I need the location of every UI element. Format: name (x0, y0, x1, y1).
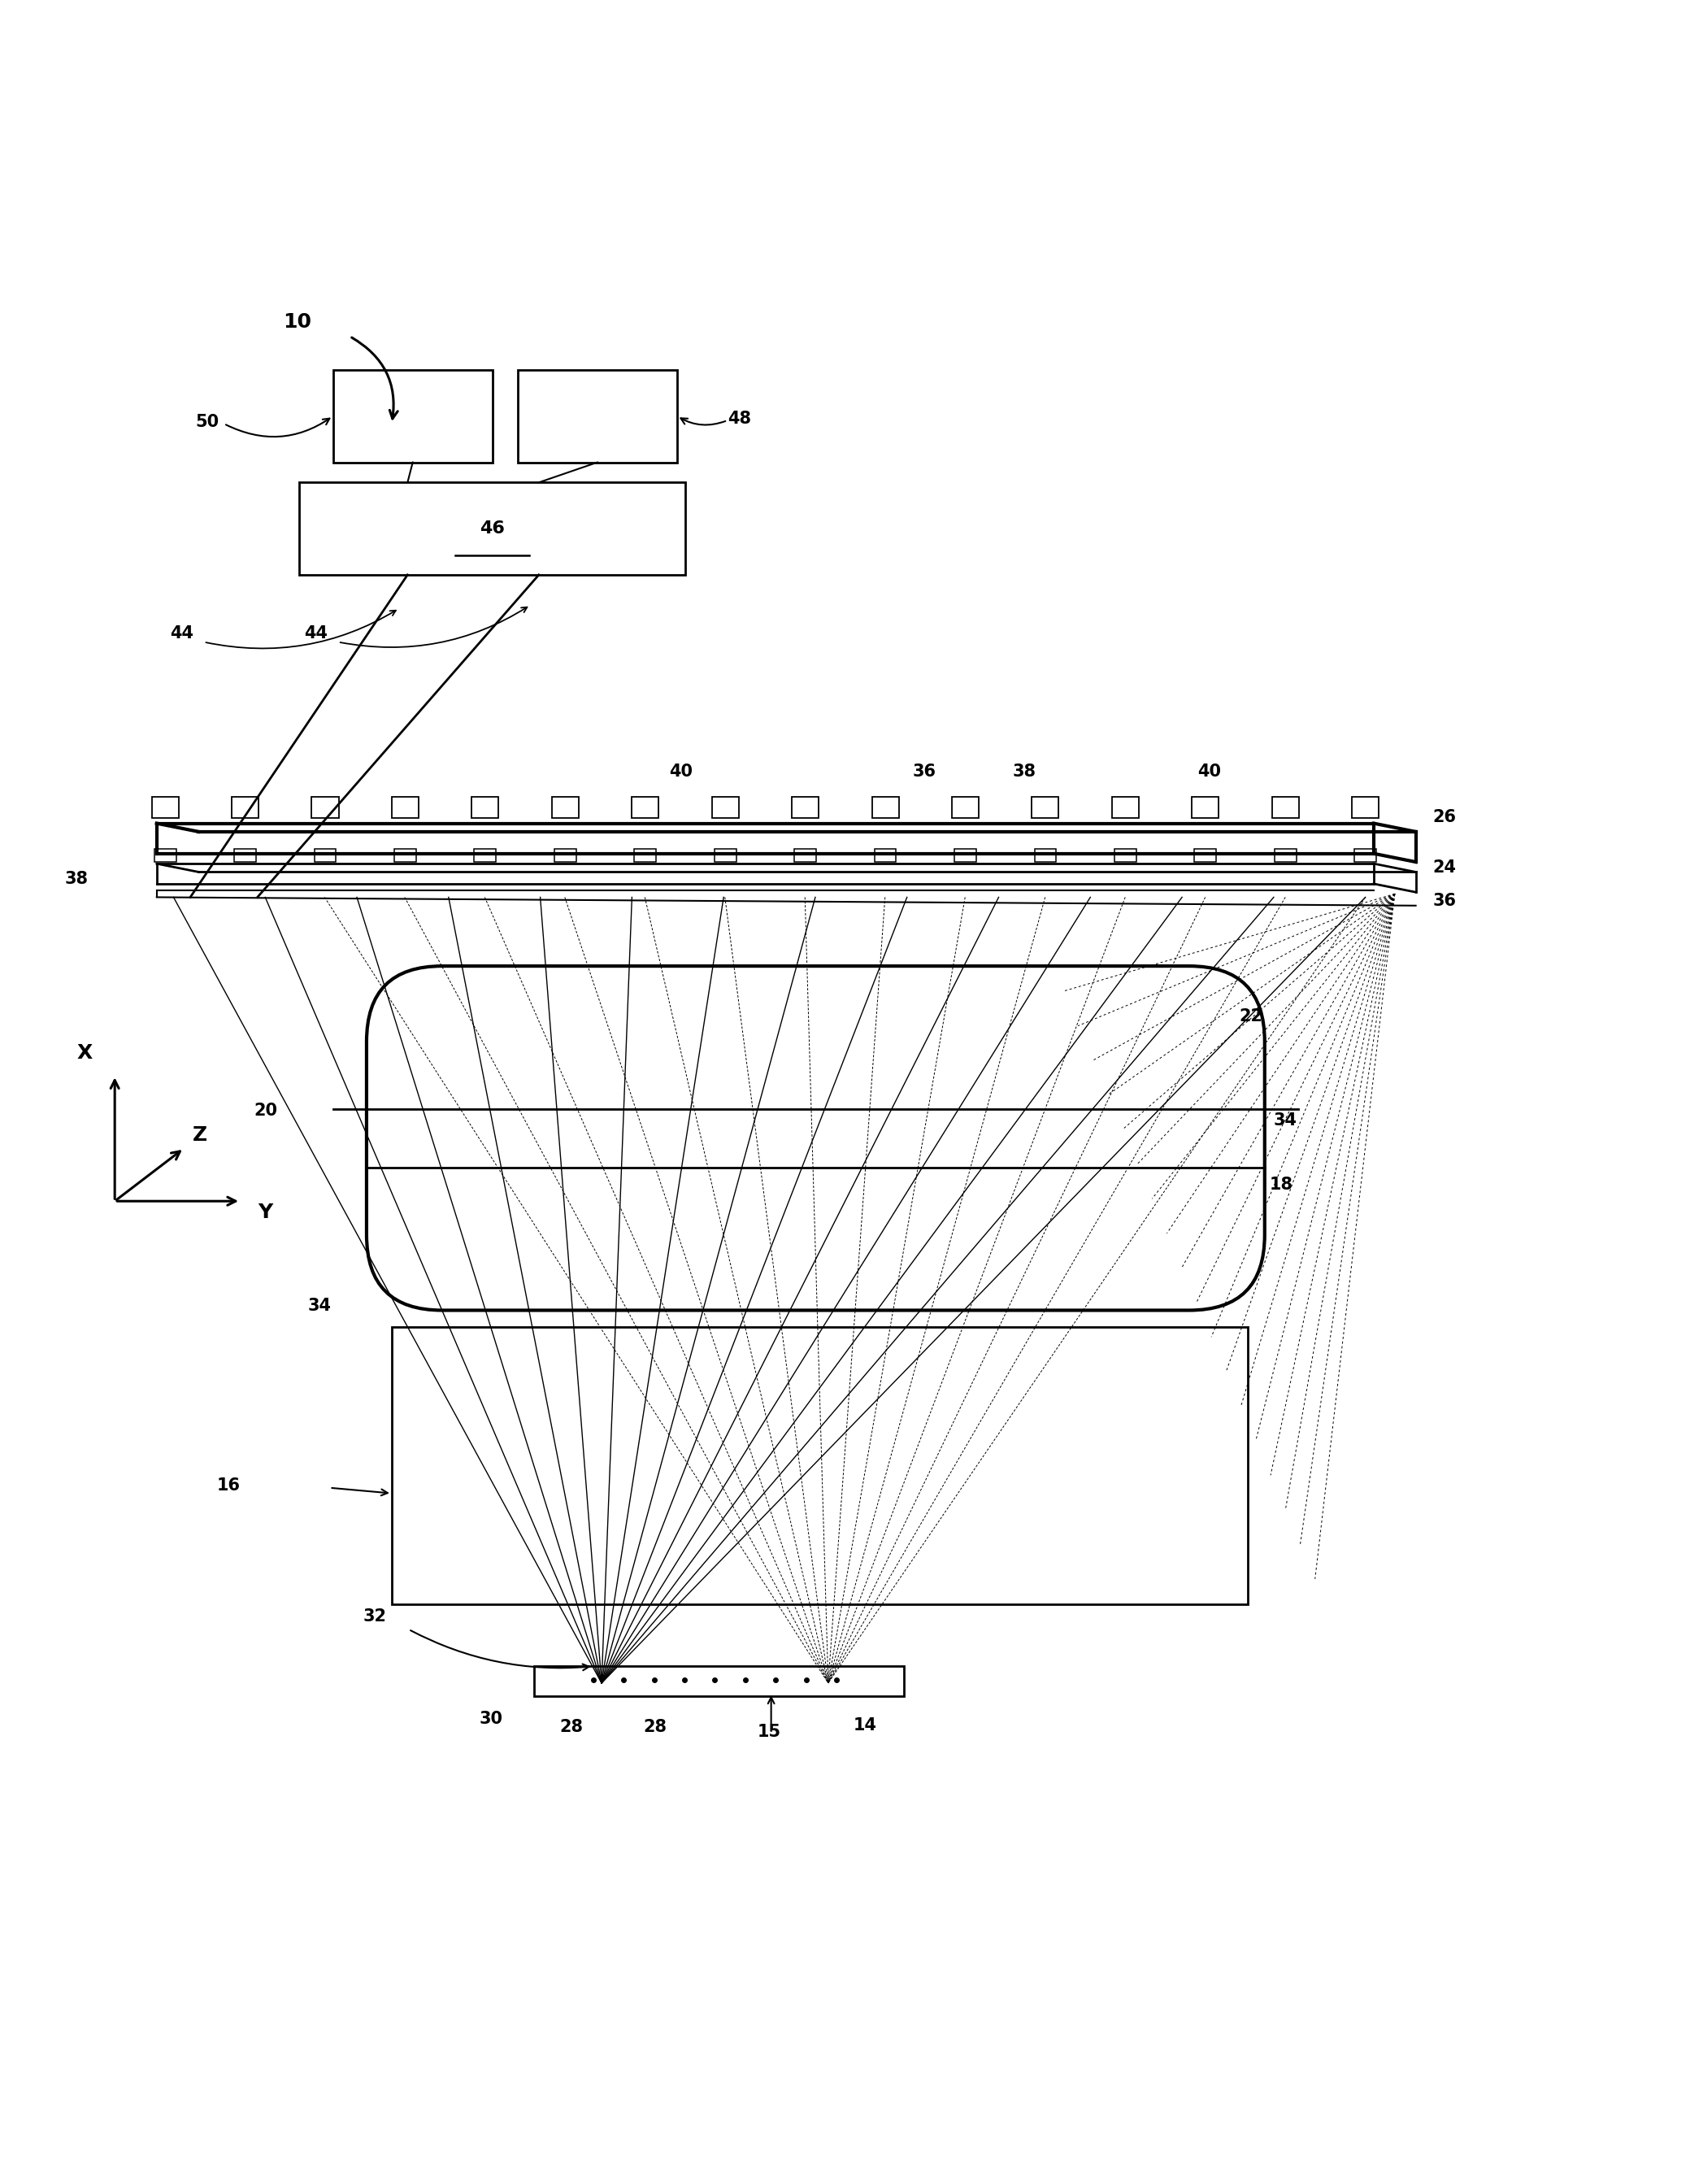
Bar (235, 850, 257, 863)
Bar (634, 850, 656, 863)
Text: 38: 38 (64, 871, 88, 887)
Text: 34: 34 (1273, 1112, 1296, 1129)
Bar (534, 1666, 904, 1697)
Text: Z: Z (193, 1125, 208, 1144)
Text: 40: 40 (669, 764, 693, 780)
Text: 44: 44 (171, 625, 194, 642)
Text: 36: 36 (913, 764, 936, 780)
Text: 18: 18 (1269, 1177, 1293, 1192)
Text: 48: 48 (727, 411, 750, 426)
Text: 26: 26 (1433, 808, 1457, 826)
Bar (1352, 797, 1379, 819)
Bar (311, 797, 338, 819)
Text: 40: 40 (1198, 764, 1222, 780)
Text: 38: 38 (1012, 764, 1036, 780)
Bar (1354, 850, 1376, 863)
Bar (232, 797, 259, 819)
Text: 28: 28 (559, 1719, 583, 1734)
Text: 30: 30 (478, 1710, 502, 1728)
Text: Y: Y (257, 1203, 272, 1223)
Bar (394, 850, 416, 863)
Text: 28: 28 (644, 1719, 668, 1734)
Text: 14: 14 (853, 1717, 877, 1734)
Bar (715, 850, 737, 863)
Text: 34: 34 (308, 1297, 331, 1313)
Bar (517, 369, 678, 463)
Bar (874, 850, 896, 863)
Text: 16: 16 (216, 1476, 240, 1494)
Bar (793, 797, 818, 819)
Bar (472, 797, 499, 819)
Text: 44: 44 (304, 625, 328, 642)
Text: 32: 32 (363, 1607, 387, 1625)
Bar (314, 850, 336, 863)
Bar (872, 797, 899, 819)
Bar (1034, 850, 1056, 863)
Text: 36: 36 (1433, 893, 1457, 909)
Bar (299, 483, 686, 574)
Bar (333, 369, 492, 463)
Bar (475, 850, 497, 863)
Bar (553, 797, 578, 819)
Bar (632, 797, 659, 819)
Text: 15: 15 (757, 1723, 781, 1741)
Text: 22: 22 (1239, 1009, 1262, 1024)
Text: 50: 50 (194, 415, 218, 430)
Bar (554, 850, 576, 863)
Bar (1112, 797, 1139, 819)
Bar (1033, 797, 1058, 819)
Text: 20: 20 (253, 1103, 277, 1118)
Bar (794, 850, 816, 863)
Text: 24: 24 (1433, 858, 1457, 876)
Text: X: X (76, 1044, 93, 1061)
Bar (154, 850, 176, 863)
Bar (1195, 850, 1217, 863)
Bar (1274, 850, 1296, 863)
Bar (152, 797, 179, 819)
Bar (1191, 797, 1218, 819)
Bar (392, 797, 419, 819)
Bar (951, 797, 979, 819)
Text: 10: 10 (282, 312, 311, 332)
Text: 46: 46 (480, 520, 505, 537)
Bar (1114, 850, 1136, 863)
Bar (711, 797, 739, 819)
Bar (1273, 797, 1300, 819)
Bar (955, 850, 977, 863)
Bar (392, 1328, 1247, 1603)
